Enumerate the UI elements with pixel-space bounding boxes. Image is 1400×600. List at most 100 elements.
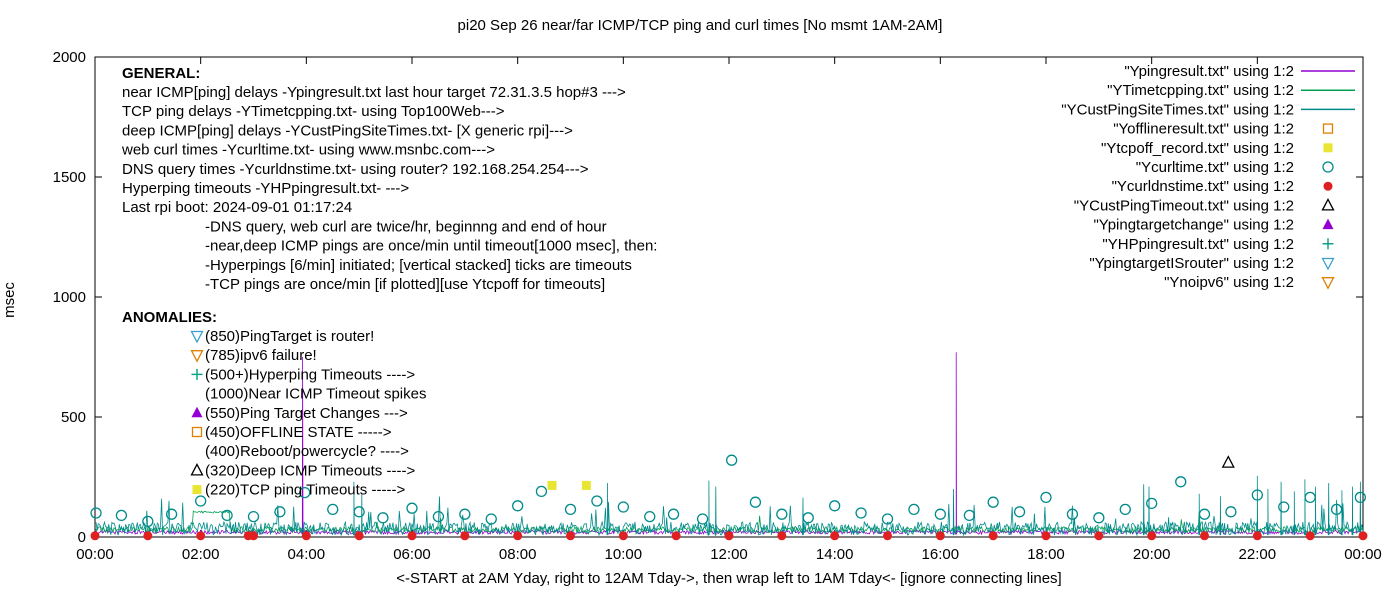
point-Ycurltime.txt (855, 507, 867, 519)
point-Ycurltime.txt (1304, 491, 1316, 504)
anomaly-triangle-up-filled-icon (191, 406, 203, 418)
x-axis-label: <-START at 2AM Yday, right to 12AM Tday-… (396, 570, 1061, 587)
legend-label: "Ycurltime.txt" using 1:2 (1136, 159, 1294, 176)
point-Ycurldnstime.txt (618, 531, 628, 541)
point-Ycurltime.txt (725, 454, 738, 466)
point-Ycurltime.txt (1119, 503, 1131, 516)
legend-label: "Ytcpoff_record.txt" using 1:2 (1101, 140, 1294, 157)
x-tick-label: 10:00 (605, 546, 643, 563)
point-Ycurltime.txt (1040, 491, 1052, 504)
point-Ycurldnstime.txt (988, 531, 998, 541)
legend-label: "Ynoipv6" using 1:2 (1164, 274, 1294, 291)
point-Ycurltime.txt (1013, 506, 1026, 518)
point-Ycurltime.txt (644, 510, 656, 523)
point-Ycurltime.txt (432, 510, 445, 523)
point-Ycurldnstime.txt (1252, 531, 1262, 541)
general-line: near ICMP[ping] delays -Ypingresult.txt … (122, 84, 626, 101)
point-Ycurldnstime.txt (143, 531, 153, 541)
point-Ycurldnstime.txt (1094, 531, 1104, 541)
point-Ycurldnstime.txt (566, 531, 575, 541)
point-Ytcpoff_record.txt (547, 480, 557, 490)
anomaly-line: (550)Ping Target Changes ---> (205, 405, 408, 422)
point-Ycurldnstime.txt (301, 531, 311, 541)
point-Ycurltime.txt (1093, 512, 1105, 524)
point-Ycurldnstime.txt (1147, 531, 1157, 541)
point-Ycurldnstime.txt (196, 531, 206, 541)
anomaly-line: (320)Deep ICMP Timeouts ----> (205, 462, 415, 479)
x-tick-label: 00:00 (76, 546, 114, 563)
y-tick-label: 1500 (53, 169, 86, 186)
general-heading: GENERAL: (122, 65, 200, 82)
point-Ycurltime.txt (1175, 476, 1187, 488)
point-Ycurltime.txt (1066, 508, 1079, 520)
point-Ycurltime.txt (696, 513, 709, 525)
point-Ycurldnstime.txt (671, 531, 681, 541)
point-Ycurltime.txt (165, 508, 178, 520)
point-Ycurltime.txt (535, 485, 548, 498)
point-Ycurldnstime.txt (724, 531, 734, 541)
general-note-line: -Hyperpings [6/min] initiated; [vertical… (205, 257, 632, 274)
point-Ycurldnstime.txt (354, 531, 364, 541)
legend-square-open-icon (1322, 123, 1334, 134)
point-Ycurldnstime.txt (1358, 531, 1368, 541)
point-Ycurltime.txt (459, 508, 471, 520)
legend-triangle-up-open-icon (1321, 197, 1335, 211)
anomaly-line: (850)PingTarget is router! (205, 328, 374, 345)
point-Ycurltime.txt (1251, 489, 1263, 501)
legend-label: "YCustPingTimeout.txt" using 1:2 (1074, 197, 1294, 214)
anomaly-plus-icon (191, 368, 203, 380)
y-tick-label: 0 (78, 529, 86, 546)
point-Ycurldnstime.txt (460, 531, 470, 541)
point-Ycurltime.txt (1225, 506, 1237, 518)
legend-label: "YHPpingresult.txt" using 1:2 (1102, 236, 1294, 253)
x-tick-label: 00:00 (1344, 546, 1382, 563)
point-Ycurltime.txt (1278, 501, 1290, 513)
point-Ycurltime.txt (1330, 503, 1343, 516)
anomaly-triangle-up-open-icon (190, 462, 204, 476)
point-Ycurltime.txt (327, 503, 339, 516)
legend-plus-icon (1322, 238, 1334, 250)
point-Ycurldnstime.txt (830, 531, 840, 541)
general-line: web curl times -Ycurltime.txt- using www… (121, 142, 495, 159)
point-YCustPingTimeout.txt (1221, 455, 1235, 468)
anomaly-square-open-icon (191, 426, 203, 438)
y-tick-label: 500 (61, 409, 86, 426)
anomaly-triangle-down-open-icon (190, 350, 204, 363)
point-Ycurltime.txt (617, 501, 629, 513)
point-Ycurldnstime.txt (249, 531, 258, 541)
y-tick-label: 1000 (53, 289, 86, 306)
x-tick-label: 04:00 (288, 546, 326, 563)
point-Ycurldnstime.txt (1200, 531, 1209, 541)
series-line-YCustPingSiteTimes.txt (94, 475, 1364, 537)
point-Ycurltime.txt (299, 486, 311, 499)
point-Ycurltime.txt (881, 513, 894, 525)
x-tick-label: 20:00 (1133, 546, 1171, 563)
legend-label: "Yofflineresult.txt" using 1:2 (1113, 121, 1294, 138)
point-Ycurltime.txt (667, 508, 680, 520)
legend-triangle-down-open-icon (1321, 257, 1335, 271)
x-tick-label: 12:00 (710, 546, 748, 563)
x-tick-label: 08:00 (499, 546, 537, 563)
x-tick-label: 22:00 (1239, 546, 1277, 563)
point-Ycurltime.txt (776, 508, 788, 520)
point-Ycurltime.txt (908, 503, 920, 516)
point-Ycurltime.txt (829, 500, 841, 512)
anomalies-heading: ANOMALIES: (122, 309, 217, 326)
legend-label: "Ycurldnstime.txt" using 1:2 (1112, 178, 1294, 195)
chart-title: pi20 Sep 26 near/far ICMP/TCP ping and c… (458, 17, 943, 34)
point-Ycurltime.txt (115, 509, 128, 522)
point-Ycurldnstime.txt (90, 531, 100, 541)
general-line: Hyperping timeouts -YHPpingresult.txt- -… (122, 180, 409, 197)
point-Ycurldnstime.txt (777, 531, 787, 541)
anomaly-line: (220)TCP ping Timeouts -----> (205, 482, 405, 499)
legend-circle-filled-icon (1323, 181, 1333, 191)
general-line: TCP ping delays -YTimetcpping.txt- using… (122, 103, 505, 120)
point-Ycurltime.txt (802, 512, 814, 524)
point-Ycurltime.txt (274, 506, 286, 518)
anomaly-square-filled-icon (192, 485, 202, 495)
point-Ycurldnstime.txt (513, 531, 523, 541)
point-Ycurltime.txt (377, 512, 389, 524)
legend-label: "Ypingresult.txt" using 1:2 (1124, 63, 1294, 80)
point-Ycurltime.txt (749, 496, 762, 508)
